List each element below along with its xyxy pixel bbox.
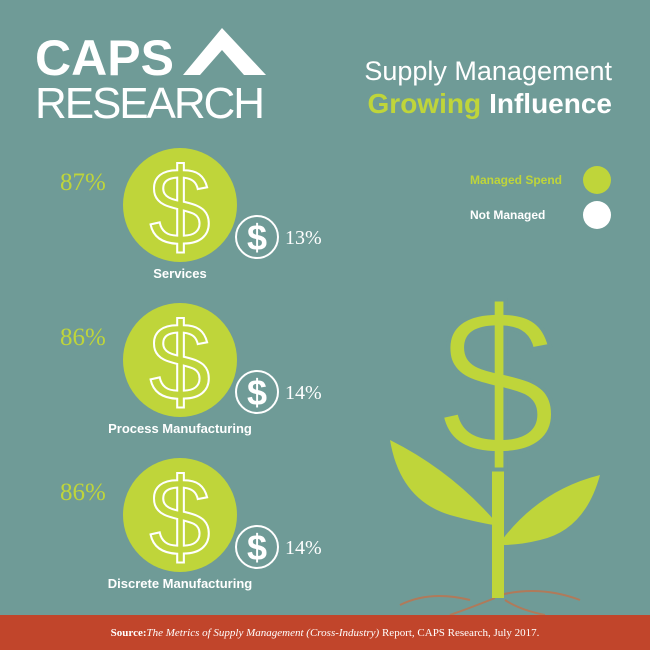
managed-circle: [123, 148, 237, 262]
not-managed-percent: 14%: [285, 537, 322, 559]
dollar-icon: $: [149, 146, 210, 269]
title-growing: Growing: [368, 88, 482, 119]
logo-line1: CAPS: [35, 30, 174, 86]
footer-italic: The Metrics of Supply Management (Cross-…: [146, 626, 380, 639]
row-label: Services: [153, 266, 207, 281]
dollar-icon: $: [149, 456, 210, 579]
dollar-icon-small: $: [247, 527, 267, 568]
row-label: Process Manufacturing: [108, 421, 252, 436]
row-label: Discrete Manufacturing: [108, 576, 253, 591]
managed-circle: [123, 458, 237, 572]
logo-line2: RESEARCH: [35, 79, 265, 128]
legend-label: Managed Spend: [470, 173, 562, 187]
legend-swatch: [583, 201, 611, 229]
footer-suffix: Report, CAPS Research, July 2017.: [379, 626, 540, 639]
not-managed-percent: 13%: [285, 227, 322, 249]
not-managed-percent: 14%: [285, 382, 322, 404]
managed-percent: 87%: [60, 169, 106, 196]
not-managed-circle: [235, 525, 279, 569]
title-influence: Influence: [489, 88, 612, 119]
svg-text:$: $: [440, 265, 557, 500]
logo-mark: [183, 28, 266, 75]
dollar-icon-small: $: [247, 217, 267, 258]
legend-label: Not Managed: [470, 208, 545, 222]
dollar-icon-small: $: [247, 372, 267, 413]
managed-circle: [123, 303, 237, 417]
managed-percent: 86%: [60, 324, 106, 351]
footer: Source: The Metrics of Supply Management…: [0, 615, 650, 650]
title-line1: Supply Management: [364, 56, 612, 86]
dollar-icon: $: [149, 301, 210, 424]
plant: $: [390, 263, 600, 615]
managed-percent: 86%: [60, 479, 106, 506]
canvas: CAPS RESEARCH Supply Management Growing I…: [35, 28, 612, 615]
footer-prefix: Source:: [110, 626, 147, 639]
title-line2: Growing Influence: [368, 88, 612, 119]
legend-swatch: [583, 166, 611, 194]
not-managed-circle: [235, 215, 279, 259]
not-managed-circle: [235, 370, 279, 414]
